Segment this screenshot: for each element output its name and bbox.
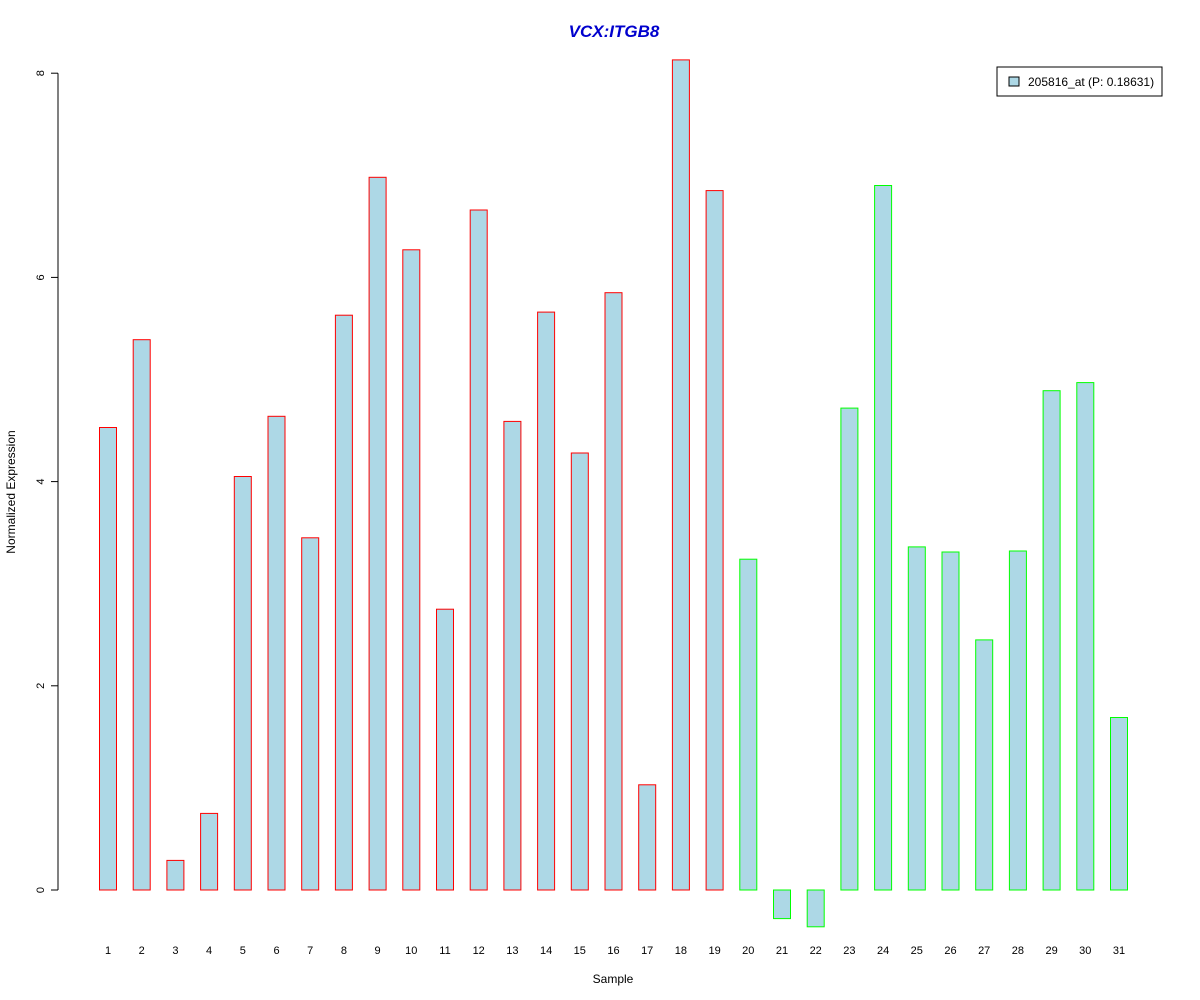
x-tick-label: 26 bbox=[944, 945, 956, 957]
bar-sample-12 bbox=[469, 209, 488, 891]
bar-sample-17 bbox=[638, 784, 657, 891]
bar-sample-21 bbox=[773, 889, 791, 920]
x-tick-label: 11 bbox=[439, 945, 450, 957]
bar-sample-1 bbox=[99, 427, 117, 891]
x-tick-label: 10 bbox=[405, 945, 417, 957]
y-tick-label: 6 bbox=[35, 274, 47, 280]
x-tick-label: 27 bbox=[978, 945, 990, 957]
bar-sample-27 bbox=[975, 639, 994, 891]
legend-swatch bbox=[1008, 76, 1020, 87]
x-tick-label: 16 bbox=[607, 945, 619, 957]
bars bbox=[99, 59, 1128, 928]
bar-sample-19 bbox=[705, 190, 724, 891]
x-tick-label: 22 bbox=[810, 945, 822, 957]
bar-sample-9 bbox=[368, 176, 387, 891]
x-tick-label: 30 bbox=[1079, 945, 1091, 957]
x-tick-label: 3 bbox=[172, 945, 178, 957]
bar-sample-6 bbox=[267, 415, 286, 891]
x-tick-label: 24 bbox=[877, 945, 889, 957]
bar-sample-14 bbox=[537, 311, 556, 891]
bar-sample-13 bbox=[503, 420, 522, 891]
bar-sample-8 bbox=[334, 314, 353, 891]
bar-sample-7 bbox=[301, 537, 320, 891]
bar-sample-28 bbox=[1008, 550, 1027, 891]
bar-sample-22 bbox=[806, 889, 825, 928]
bar-sample-26 bbox=[941, 551, 960, 891]
x-tick-label: 15 bbox=[574, 945, 586, 957]
bar-sample-16 bbox=[604, 292, 623, 891]
x-tick-label: 6 bbox=[273, 945, 279, 957]
x-tick-label: 20 bbox=[742, 945, 754, 957]
legend-entry: 205816_at (P: 0.18631) bbox=[1028, 75, 1154, 89]
x-tick-label: 23 bbox=[843, 945, 855, 957]
bar-sample-30 bbox=[1076, 382, 1095, 891]
bar-sample-15 bbox=[570, 452, 589, 891]
x-tick-label: 21 bbox=[776, 945, 788, 957]
bar-sample-20 bbox=[739, 558, 758, 891]
x-axis-label: Sample bbox=[593, 972, 634, 986]
x-tick-label: 17 bbox=[641, 945, 653, 957]
chart-title: VCX:ITGB8 bbox=[569, 22, 660, 41]
x-tick-label: 5 bbox=[240, 945, 246, 957]
y-tick-label: 4 bbox=[35, 479, 47, 485]
y-axis-label: Normalized Expression bbox=[4, 430, 18, 553]
bar-sample-23 bbox=[840, 407, 859, 891]
legend-box bbox=[996, 66, 1163, 97]
x-tick-label: 2 bbox=[139, 945, 145, 957]
x-tick-label: 12 bbox=[473, 945, 485, 957]
x-tick-label: 9 bbox=[375, 945, 381, 957]
x-tick-label: 31 bbox=[1113, 945, 1125, 957]
x-tick-label: 19 bbox=[708, 945, 720, 957]
bar-sample-25 bbox=[907, 546, 926, 891]
bar-sample-18 bbox=[671, 59, 690, 891]
y-tick-label: 0 bbox=[35, 887, 47, 893]
x-tick-label: 1 bbox=[105, 945, 111, 957]
y-axis: 0 2 4 6 8 bbox=[35, 70, 59, 893]
bar-sample-31 bbox=[1110, 717, 1128, 891]
x-tick-label: 4 bbox=[206, 945, 212, 957]
x-tick-label: 28 bbox=[1012, 945, 1024, 957]
bar-sample-2 bbox=[132, 339, 151, 891]
x-tick-label: 7 bbox=[307, 945, 313, 957]
bar-sample-24 bbox=[874, 185, 893, 891]
bar-sample-5 bbox=[233, 476, 252, 891]
x-tick-label: 13 bbox=[506, 945, 518, 957]
x-tick-labels: 1 2 3 4 5 6 7 8 9 10 11 12 13 14 15 16 17 18 19 20 21 22 23 24 2… bbox=[105, 945, 1125, 957]
x-tick-label: 18 bbox=[675, 945, 687, 957]
legend: 205816_at (P: 0.18631) bbox=[996, 66, 1163, 97]
y-tick-label: 8 bbox=[35, 70, 47, 76]
x-tick-label: 29 bbox=[1045, 945, 1057, 957]
bar-sample-29 bbox=[1042, 390, 1061, 891]
bar-sample-11 bbox=[436, 608, 454, 891]
bar-sample-10 bbox=[402, 249, 421, 891]
bar-sample-4 bbox=[200, 812, 219, 891]
x-tick-label: 14 bbox=[540, 945, 552, 957]
bar-sample-3 bbox=[166, 859, 185, 891]
x-tick-label: 25 bbox=[911, 945, 923, 957]
y-tick-label: 2 bbox=[35, 683, 47, 689]
x-tick-label: 8 bbox=[341, 945, 347, 957]
